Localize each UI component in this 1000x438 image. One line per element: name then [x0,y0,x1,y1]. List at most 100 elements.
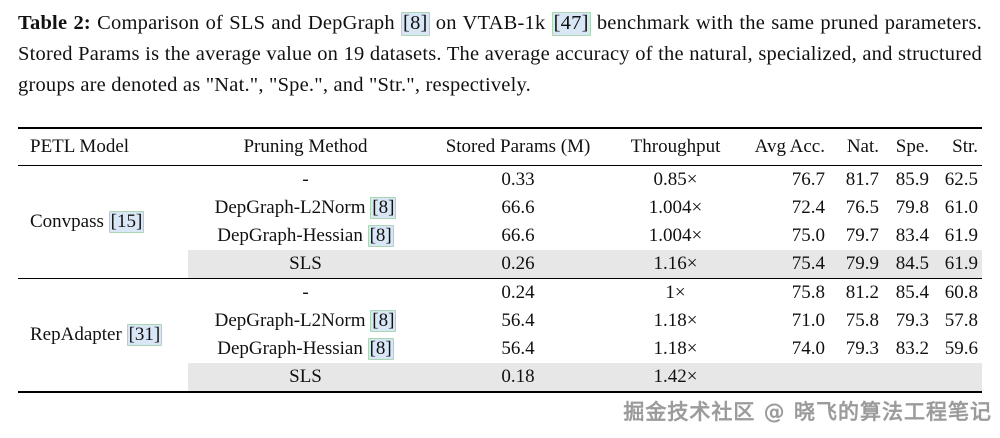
str-cell: 61.0 [944,197,978,218]
params-cell: 66.6 [501,225,535,246]
citation-link-8[interactable]: [8] [401,12,430,36]
caption-label: Table 2: [18,12,91,34]
nat-cell: 79.7 [845,225,879,246]
nat-cell: 79.3 [845,338,879,359]
method-label: - [302,169,309,190]
method-label: DepGraph-Hessian [217,225,363,246]
method-cell: - [188,166,423,195]
params-cell: 0.26 [423,250,613,279]
caption-text-1: Comparison of SLS and DepGraph [97,12,395,34]
params-cell: 66.6 [501,197,535,218]
results-table: PETL Model Pruning Method Stored Params … [18,127,982,393]
throughput-cell: 1.18× [653,310,698,331]
citation-link-15[interactable]: [15] [108,211,145,233]
params-cell: 0.24 [423,278,613,307]
column-header-model: PETL Model [18,128,188,166]
caption-text-2: on VTAB-1k [435,12,546,34]
params-cell: 0.33 [501,169,535,190]
str-cell [933,363,982,392]
caption-text-3: benchmark with the same pruned parameter… [18,12,982,96]
avg-acc-cell: 75.8 [738,278,833,307]
table-row: DepGraph-Hessian [8] 66.6 1.004× 75.0 79… [18,222,982,250]
avg-acc-cell: 75.0 [791,225,825,246]
spe-cell [883,363,933,392]
throughput-cell: 1.18× [653,338,698,359]
throughput-cell: 1.42× [613,363,738,392]
throughput-cell: 1.004× [648,197,703,218]
column-header-str: Str. [933,128,982,166]
method-label: SLS [289,366,322,387]
avg-acc-cell: 75.4 [738,250,833,279]
str-cell: 62.5 [944,169,978,190]
site-watermark: 掘金技术社区 @ 晓飞的算法工程笔记 [623,400,992,424]
model-name: RepAdapter [30,324,122,345]
method-cell: DepGraph-Hessian [8] [188,222,423,250]
params-cell: 56.4 [501,310,535,331]
params-cell: 0.18 [423,363,613,392]
column-header-avg-acc: Avg Acc. [738,128,833,166]
spe-cell: 83.4 [895,225,929,246]
str-cell: 57.8 [944,310,978,331]
nat-cell: 79.9 [833,250,883,279]
table-row: RepAdapter [31] - 0.24 1× 75.8 81.2 85.4… [18,278,982,392]
avg-acc-cell: 76.7 [791,169,825,190]
spe-cell: 83.2 [895,338,929,359]
avg-acc-cell: 72.4 [791,197,825,218]
str-cell: 59.6 [944,338,978,359]
table-row: DepGraph-L2Norm [8] 66.6 1.004× 72.4 76.… [18,194,982,222]
model-cell-convpass: Convpass [15] [18,166,188,279]
table-row: DepGraph-Hessian [8] 56.4 1.18× 74.0 79.… [18,335,982,363]
throughput-cell: 0.85× [653,169,698,190]
citation-link-8[interactable]: [8] [370,310,397,332]
spe-cell: 84.5 [883,250,933,279]
throughput-cell: 1.004× [648,225,703,246]
citation-link-8[interactable]: [8] [367,338,394,360]
method-label: - [302,282,309,303]
params-cell: 56.4 [501,338,535,359]
table-row-highlighted: SLS 0.18 1.42× [18,363,982,392]
avg-acc-cell: 74.0 [791,338,825,359]
method-label: DepGraph-L2Norm [214,310,366,331]
table-caption: Table 2: Comparison of SLS and DepGraph … [18,8,982,101]
table-row: Convpass [15] - 0.33 0.85× 76.7 81.7 85.… [18,166,982,233]
str-cell: 61.9 [944,225,978,246]
method-cell: SLS [188,250,423,279]
str-cell: 61.9 [933,250,982,279]
avg-acc-cell [738,363,833,392]
spe-cell: 79.8 [895,197,929,218]
column-header-spe: Spe. [883,128,933,166]
column-header-params: Stored Params (M) [423,128,613,166]
nat-cell: 81.7 [845,169,879,190]
nat-cell: 76.5 [845,197,879,218]
spe-cell: 85.9 [895,169,929,190]
column-header-method: Pruning Method [188,128,423,166]
nat-cell [833,363,883,392]
citation-link-8[interactable]: [8] [370,197,397,219]
citation-link-8[interactable]: [8] [367,225,394,247]
citation-link-47[interactable]: [47] [551,12,591,36]
method-cell: DepGraph-L2Norm [8] [188,307,423,335]
method-cell: SLS [188,363,423,392]
header-row: PETL Model Pruning Method Stored Params … [18,128,982,166]
model-cell-repadapter: RepAdapter [31] [18,278,188,392]
column-header-throughput: Throughput [613,128,738,166]
nat-cell: 75.8 [845,310,879,331]
method-label: DepGraph-L2Norm [214,197,366,218]
throughput-cell: 1.16× [613,250,738,279]
throughput-cell: 1× [613,278,738,307]
model-name: Convpass [30,211,104,232]
table-row: DepGraph-L2Norm [8] 56.4 1.18× 71.0 75.8… [18,307,982,335]
column-header-nat: Nat. [833,128,883,166]
method-cell: DepGraph-Hessian [8] [188,335,423,363]
spe-cell: 85.4 [883,278,933,307]
avg-acc-cell: 71.0 [791,310,825,331]
method-label: DepGraph-Hessian [217,338,363,359]
method-cell: DepGraph-L2Norm [8] [188,194,423,222]
method-cell: - [188,278,423,307]
citation-link-31[interactable]: [31] [126,324,163,346]
method-label: SLS [289,253,322,274]
spe-cell: 79.3 [895,310,929,331]
str-cell: 60.8 [933,278,982,307]
table-row-highlighted: SLS 0.26 1.16× 75.4 79.9 84.5 61.9 [18,250,982,279]
